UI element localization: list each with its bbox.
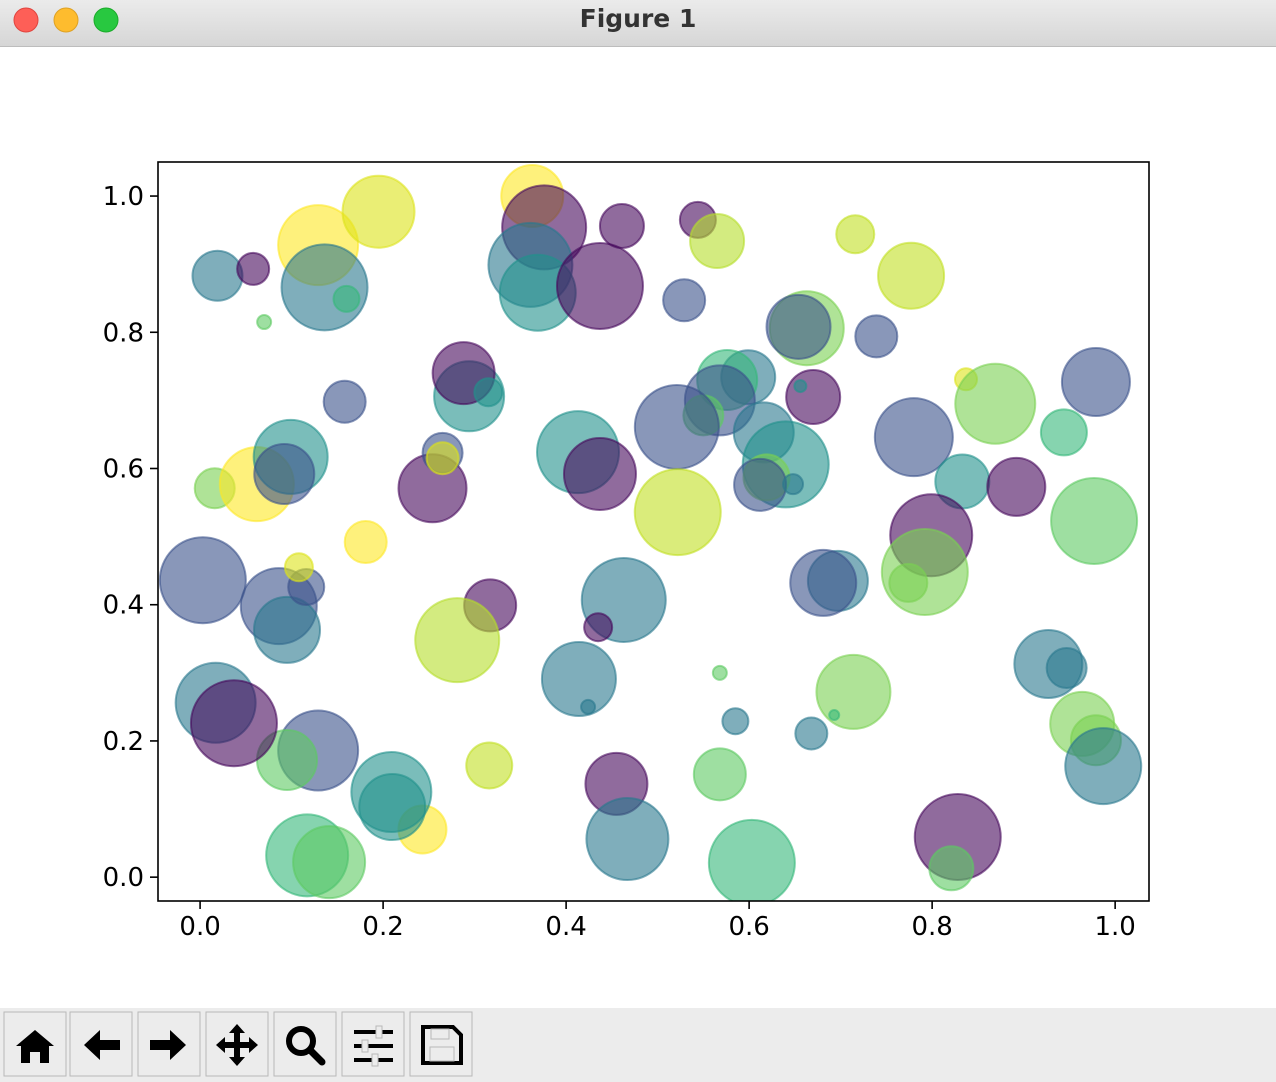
bubble [465,741,514,790]
bubble [280,243,369,332]
minimize-button[interactable] [53,7,79,33]
bubble [835,214,876,255]
bubble [711,664,728,681]
bubble [473,377,504,408]
bubble [954,362,1037,445]
pan-button[interactable] [205,1011,269,1077]
bubble [794,716,829,751]
bubble [793,379,808,394]
x-tick-label: 0.6 [728,912,769,942]
bubble [256,314,273,331]
configure-button[interactable] [341,1011,405,1077]
bubble [283,552,314,583]
bubble [1050,476,1139,565]
back-button[interactable] [69,1011,133,1077]
home-button[interactable] [3,1011,67,1077]
bubble [633,383,720,470]
save-button[interactable] [409,1011,473,1077]
bubble [721,707,750,736]
bubble [1045,647,1088,690]
bubble [815,653,892,730]
close-button[interactable] [13,7,39,33]
bubble [598,203,645,250]
y-tick-label: 1.0 [103,182,144,212]
y-tick-label: 0.8 [103,318,144,348]
bubble [633,468,722,557]
bubble [785,368,842,425]
bubble [425,441,460,476]
bubble [583,612,614,643]
bubble [332,284,361,313]
bubble [253,595,322,664]
x-tick-label: 0.2 [362,912,403,942]
bubble [733,457,788,512]
bubble [854,314,899,359]
bubble [292,825,367,900]
bubble [322,379,367,424]
bubble [828,709,841,722]
bubble [343,520,388,565]
bubble [707,818,796,901]
axes: 0.0 0.2 0.4 0.6 0.8 1.0 0.0 0.2 0.4 0.6 0.8 1.0 [103,161,1150,942]
y-tick-label: 0.6 [103,454,144,484]
bubble [986,456,1047,517]
bubble [1064,727,1143,806]
bubble [1039,408,1088,457]
bubble [540,640,617,717]
y-tick-label: 0.2 [103,727,144,757]
bubble [585,797,670,882]
bubble [1060,346,1131,417]
x-tick-label: 1.0 [1094,912,1135,942]
zoom-button[interactable] [93,7,119,33]
bubble [877,241,946,310]
bubble [414,597,501,684]
bubble [189,679,278,768]
bubble [789,548,858,617]
bubble [888,562,929,603]
x-tick-label: 0.0 [179,912,220,942]
x-tick-label: 0.8 [911,912,952,942]
window-title: Figure 1 [580,4,697,33]
bubble [765,293,832,360]
title-bar [0,0,1276,46]
bubble [580,698,597,715]
bubble [253,442,316,505]
bubble [689,213,746,270]
zoom-tool-button[interactable] [273,1011,337,1077]
x-tick-label: 0.4 [545,912,586,942]
bubble [191,249,244,302]
axes-frame [157,161,1150,902]
bubble [873,397,954,478]
bubble [555,241,644,330]
bubble [562,436,637,511]
bubble [358,773,427,842]
markers [158,164,1143,901]
bubble [158,536,247,625]
y-tick-label: 0.0 [103,863,144,893]
bubble [782,473,805,496]
forward-button[interactable] [137,1011,201,1077]
bubble [928,845,975,892]
bubble [692,747,747,802]
bubble [662,278,707,323]
y-tick-label: 0.4 [103,591,144,621]
bubble [341,174,416,249]
bubble [236,251,271,286]
